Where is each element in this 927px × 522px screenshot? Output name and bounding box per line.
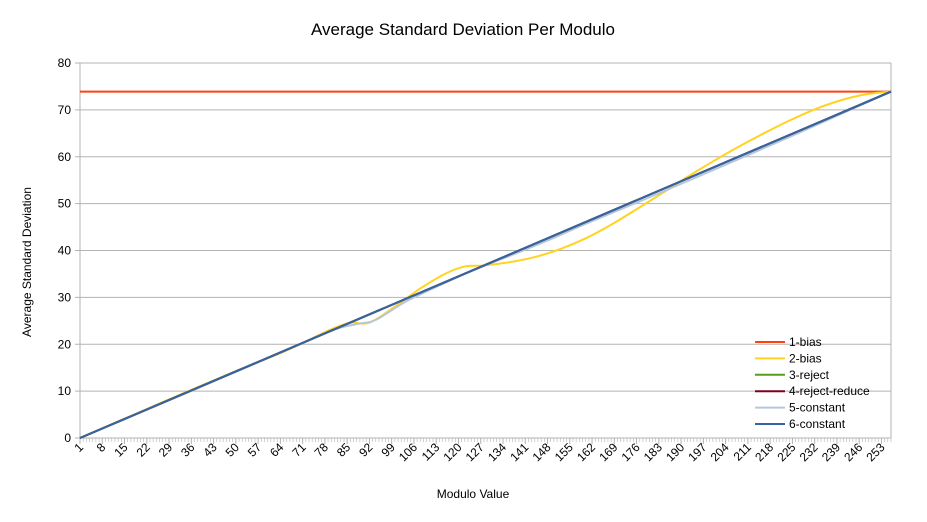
x-tick-label: 99 (378, 440, 398, 460)
grid-lines (75, 62, 892, 444)
y-tick-labels: 0 10 20 30 40 50 60 70 80 (58, 56, 72, 445)
y-tick-label: 70 (58, 103, 72, 117)
x-tick-label: 57 (245, 440, 265, 460)
x-tick-label: 225 (774, 440, 798, 464)
x-tick-label: 50 (223, 440, 243, 460)
x-tick-labels: 1 8 15 22 29 36 43 50 57 64 71 78 85 92 99106113120127… (71, 440, 887, 464)
series-line-6-constant (79, 90, 892, 439)
x-tick-label: 218 (752, 440, 776, 464)
legend-label-2-bias: 2-bias (789, 351, 822, 365)
legend: 1-bias 2-bias 3-reject 4-reject-reduce 5-con… (755, 335, 870, 431)
y-tick-label: 20 (58, 337, 72, 351)
x-tick-label: 162 (574, 440, 598, 464)
legend-label-6-constant: 6-constant (789, 417, 846, 431)
x-tick-label: 239 (819, 440, 843, 464)
y-axis-title: Average Standard Deviation (20, 187, 34, 337)
legend-label-5-constant: 5-constant (789, 401, 846, 415)
x-tick-label: 183 (641, 440, 665, 464)
x-tick-label: 134 (485, 440, 509, 464)
y-tick-label: 50 (58, 197, 72, 211)
legend-label-1-bias: 1-bias (789, 335, 822, 349)
x-tick-label: 29 (156, 440, 176, 460)
x-tick-label: 127 (463, 440, 487, 464)
x-tick-label: 92 (356, 440, 376, 460)
x-tick-label: 246 (841, 440, 865, 464)
y-tick-label: 0 (64, 431, 71, 445)
x-tick-label: 176 (619, 440, 643, 464)
x-tick-label: 43 (200, 440, 220, 460)
x-tick-label: 169 (596, 440, 620, 464)
x-tick-label: 85 (334, 440, 354, 460)
x-tick-label: 204 (708, 440, 732, 464)
x-tick-label: 8 (94, 440, 109, 455)
x-tick-label: 253 (864, 440, 888, 464)
x-tick-label: 15 (111, 440, 131, 460)
x-tick-label: 232 (797, 440, 821, 464)
x-tick-label: 148 (530, 440, 554, 464)
y-tick-label: 30 (58, 290, 72, 304)
x-tick-label: 1 (71, 440, 86, 455)
legend-label-4-reject-reduce: 4-reject-reduce (789, 384, 870, 398)
y-tick-label: 40 (58, 244, 72, 258)
x-tick-label: 120 (441, 440, 465, 464)
x-tick-label: 71 (289, 440, 309, 460)
x-tick-label: 106 (396, 440, 420, 464)
y-tick-label: 10 (58, 384, 72, 398)
series-lines (79, 90, 892, 439)
chart-title: Average Standard Deviation Per Modulo (311, 20, 615, 39)
x-tick-label: 155 (552, 440, 576, 464)
y-tick-label: 60 (58, 150, 72, 164)
legend-label-3-reject: 3-reject (789, 368, 830, 382)
x-tick-label: 113 (419, 440, 443, 464)
x-tick-label: 78 (312, 440, 332, 460)
y-tick-label: 80 (58, 56, 72, 70)
x-tick-label: 197 (685, 440, 709, 464)
x-tick-label: 64 (267, 440, 287, 460)
x-axis-title: Modulo Value (437, 487, 510, 501)
x-tick-label: 211 (731, 440, 755, 464)
x-tick-label: 36 (178, 440, 198, 460)
x-tick-label: 141 (507, 440, 531, 464)
x-tick-label: 22 (134, 440, 154, 460)
x-tick-label: 190 (663, 440, 687, 464)
